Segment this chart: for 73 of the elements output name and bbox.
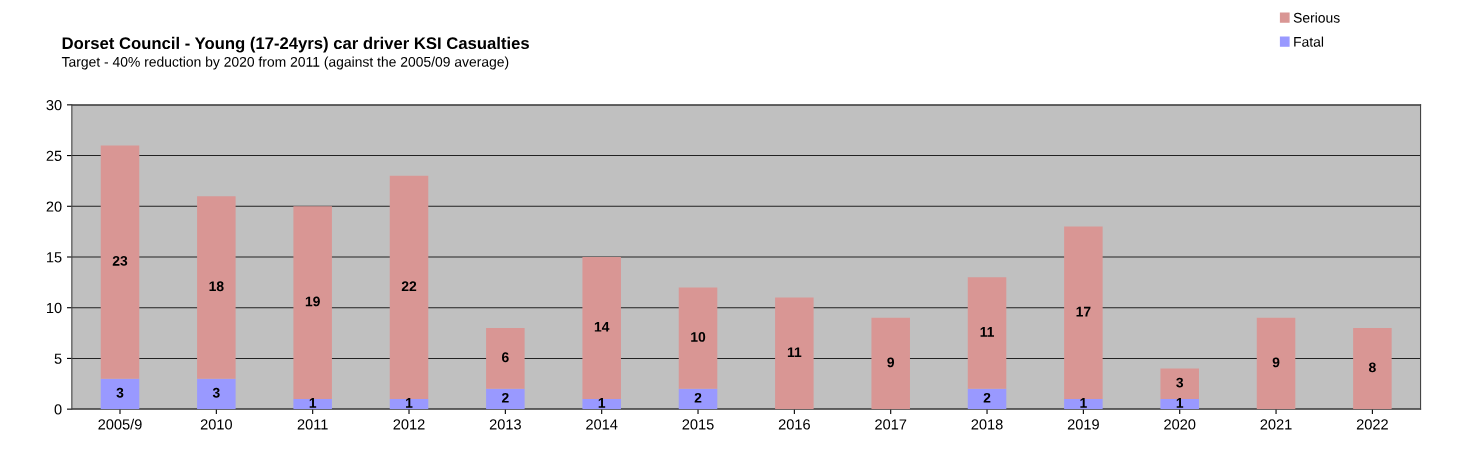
y-tick-label: 15 <box>47 252 62 263</box>
y-tick-label: 25 <box>46 150 62 161</box>
bar <box>1064 399 1103 410</box>
x-tick-label: 2015 <box>682 419 714 430</box>
bar <box>293 399 332 410</box>
y-tick-label: 5 <box>54 353 62 364</box>
bar <box>1160 399 1199 410</box>
x-tick-label: 2018 <box>971 419 1003 430</box>
bar <box>486 328 525 389</box>
bar <box>1160 368 1199 399</box>
x-tick-label: 2012 <box>393 419 425 430</box>
x-tick-label: 2020 <box>1164 419 1196 430</box>
data-label: 14 <box>594 322 610 332</box>
data-label: 23 <box>112 255 128 266</box>
x-tick-label: 2011 <box>297 419 328 430</box>
x-tick-label: 2021 <box>1260 419 1292 430</box>
bar <box>775 297 814 410</box>
bar <box>100 145 140 379</box>
x-tick-label: 2010 <box>200 419 232 430</box>
data-label: 2 <box>983 392 991 403</box>
data-label: 6 <box>502 352 509 363</box>
x-tick-label: 2013 <box>489 419 521 430</box>
data-label: 10 <box>691 332 706 342</box>
bar <box>678 388 718 410</box>
y-tick-label: 20 <box>46 201 62 212</box>
bar <box>871 317 910 410</box>
bar <box>1353 328 1392 410</box>
bar <box>967 388 1007 410</box>
x-tick-label: 2022 <box>1356 419 1388 430</box>
data-label: 3 <box>212 387 220 398</box>
bar <box>486 388 525 410</box>
x-tick-label: 2016 <box>778 419 810 430</box>
x-tick-label: 2014 <box>586 419 618 430</box>
y-tick-label: 10 <box>47 302 62 314</box>
chart-subtitle: Target - 40% reduction by 2020 from 2011 (against the 2005/09 average) <box>61 56 509 70</box>
bar <box>100 378 140 410</box>
data-label: 1 <box>598 398 606 408</box>
bar <box>389 399 429 410</box>
data-label: 2 <box>694 392 702 403</box>
data-label: 3 <box>1176 377 1184 388</box>
data-label: 9 <box>1272 357 1280 368</box>
data-label: 1 <box>309 398 317 408</box>
data-label: 3 <box>116 387 124 398</box>
bar <box>197 196 236 379</box>
data-label: 17 <box>1076 306 1091 317</box>
bar <box>582 257 621 399</box>
bar <box>293 206 332 399</box>
legend-label: Fatal <box>1294 36 1324 47</box>
x-tick-label: 2005/9 <box>98 418 142 430</box>
legend-label: Serious <box>1293 12 1340 23</box>
data-label: 19 <box>305 296 320 307</box>
data-label: 1 <box>1176 398 1184 408</box>
y-tick-label: 30 <box>46 99 62 111</box>
data-label: 2 <box>501 392 509 403</box>
data-label: 9 <box>887 357 895 368</box>
data-label: 1 <box>406 398 413 408</box>
x-tick-label: 2019 <box>1067 419 1099 430</box>
y-tick-label: 0 <box>54 404 62 415</box>
data-label: 8 <box>1368 362 1376 373</box>
bar <box>582 399 621 410</box>
bar <box>967 277 1007 389</box>
data-label: 11 <box>980 327 994 337</box>
x-tick-label: 2017 <box>875 419 907 430</box>
data-label: 18 <box>209 281 224 292</box>
bar <box>197 378 236 410</box>
data-label: 11 <box>787 347 802 357</box>
bar <box>1064 226 1103 399</box>
bar <box>1256 317 1296 410</box>
data-label: 22 <box>401 281 417 292</box>
chart-title: Dorset Council - Young (17-24yrs) car driver KSI Casualties <box>62 36 529 53</box>
data-label: 1 <box>1080 398 1087 408</box>
bar <box>678 287 718 389</box>
bar <box>389 175 429 399</box>
